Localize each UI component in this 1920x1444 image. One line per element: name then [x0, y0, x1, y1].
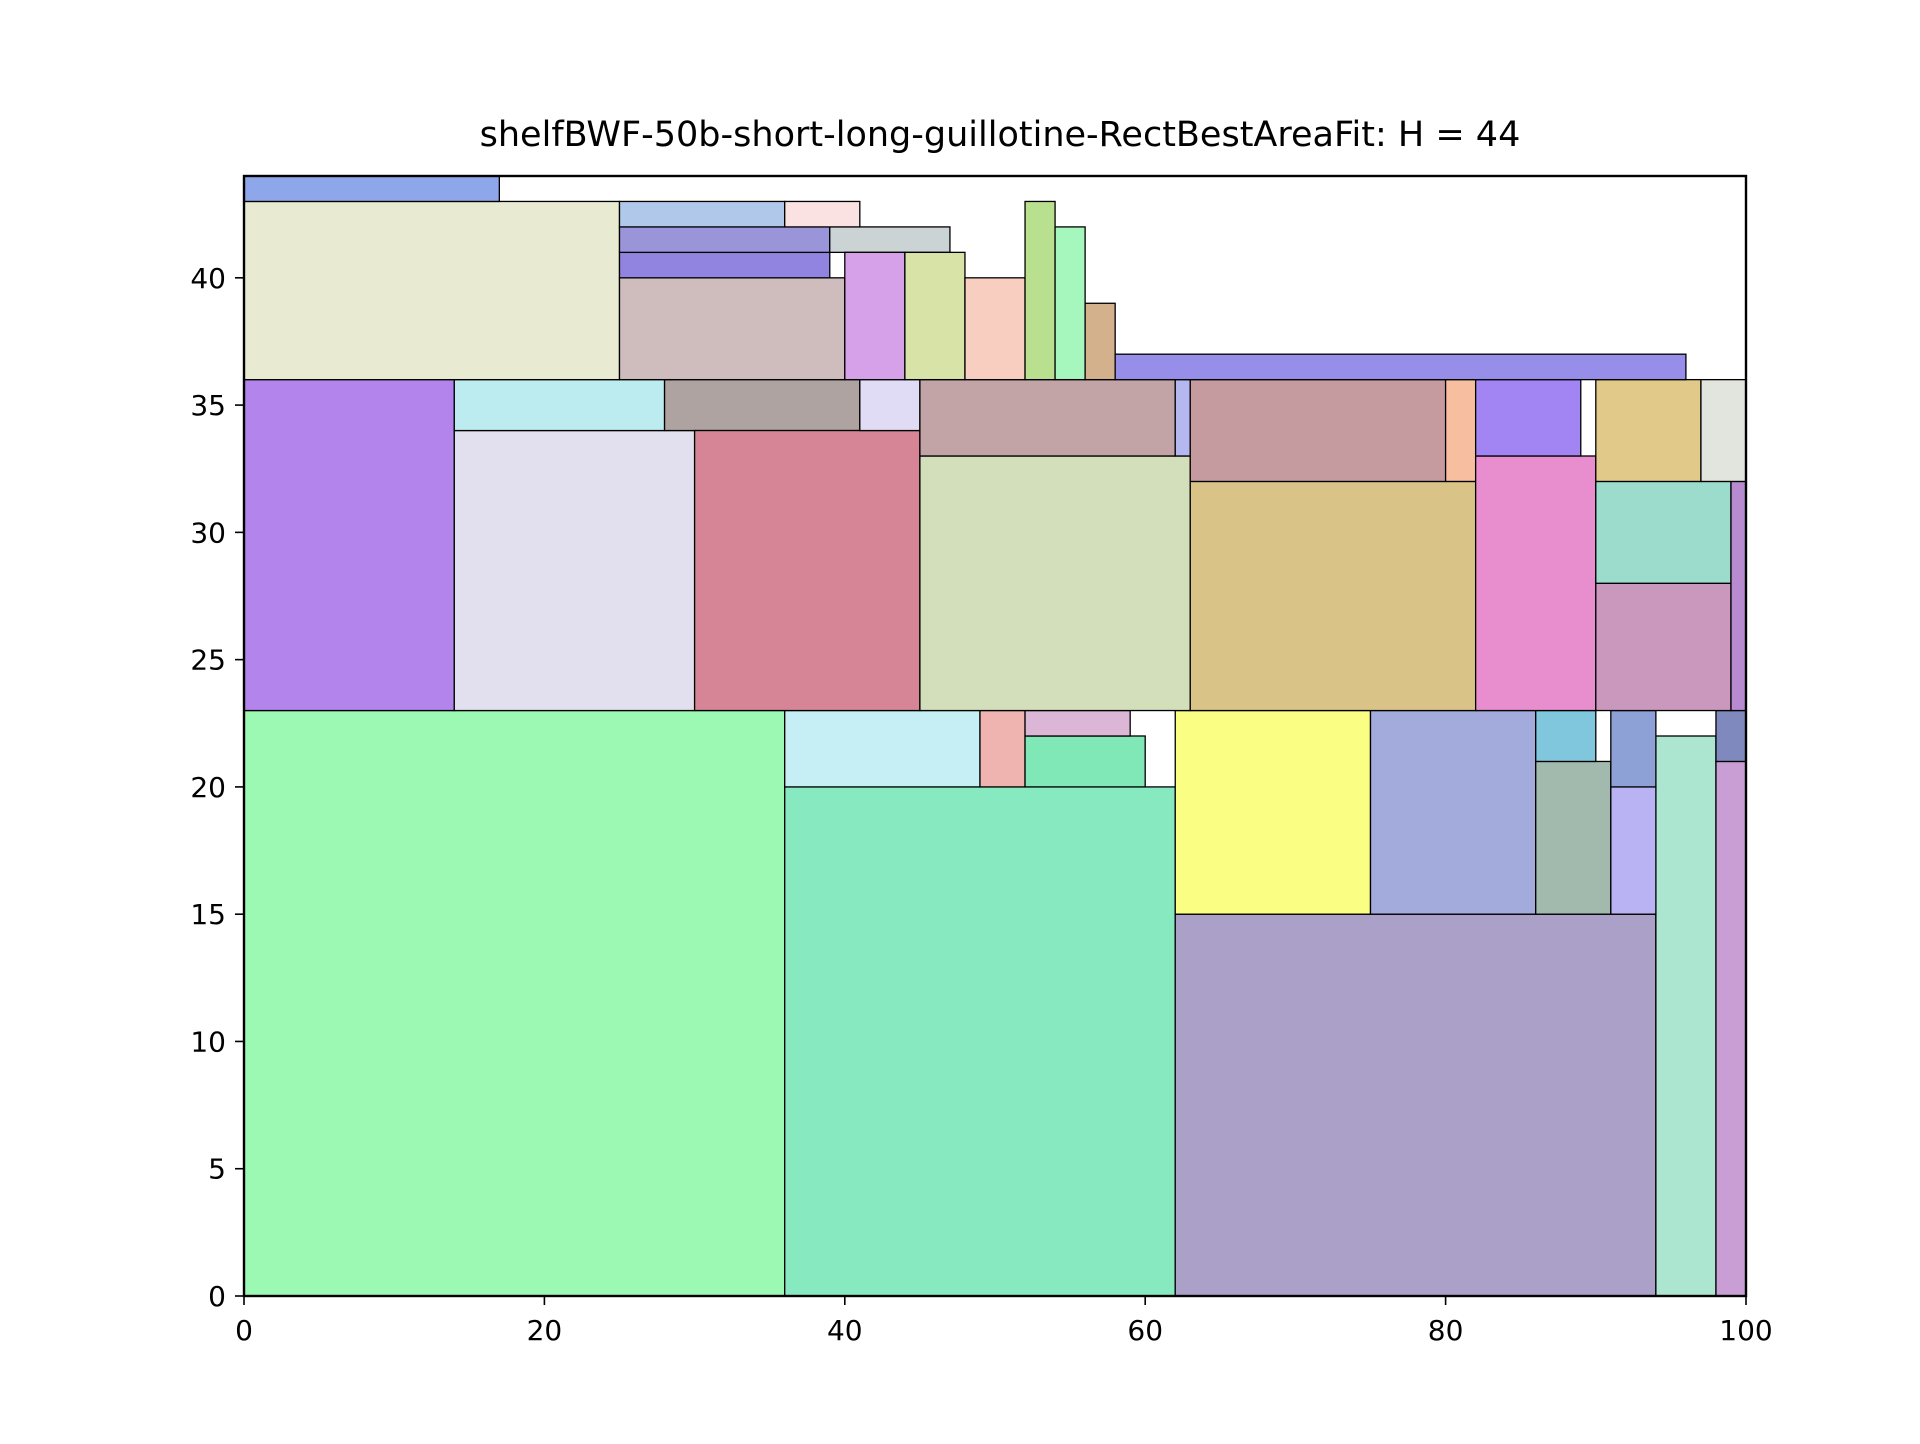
packed-rect-13 — [1535, 709, 1597, 763]
packed-rect-39 — [618, 251, 831, 279]
packed-rect-49 — [1084, 302, 1116, 381]
packed-rect-12 — [1535, 760, 1612, 915]
packed-rect-24 — [919, 378, 1176, 457]
plot-frame — [242, 174, 1748, 1298]
packed-rect-30 — [1474, 378, 1582, 457]
packed-rect-45 — [904, 251, 966, 381]
packed-rect-28 — [1444, 378, 1477, 483]
packed-rect-35 — [1700, 378, 1747, 483]
packed-rect-11 — [1369, 709, 1537, 915]
packed-rect-18 — [453, 429, 696, 712]
y-tick-label: 15 — [190, 898, 226, 931]
packed-rect-50 — [1114, 353, 1687, 381]
packed-rect-44 — [844, 251, 906, 381]
packed-rect-10 — [1174, 709, 1372, 915]
packed-rect-9 — [1024, 709, 1131, 737]
packed-rect-33 — [1730, 480, 1747, 712]
packed-rect-2 — [784, 786, 1176, 1297]
ticks-layer: 0 20 40 60 80 100 0 5 10 15 20 25 30 35 40 — [190, 262, 1772, 1347]
packed-rect-32 — [1595, 480, 1732, 584]
packed-rect-22 — [859, 378, 921, 432]
chart-title: shelfBWF-50b-short-long-guillotine-RectB… — [480, 115, 1521, 155]
packed-rect-17 — [243, 378, 455, 712]
packed-rect-1 — [243, 709, 786, 1297]
packed-rect-46 — [964, 277, 1026, 381]
x-tick-label: 100 — [1719, 1314, 1772, 1347]
x-tick-label: 60 — [1127, 1314, 1163, 1347]
packed-rect-5 — [1715, 760, 1747, 1297]
packed-rect-8 — [1024, 735, 1146, 788]
packed-rect-21 — [693, 429, 921, 712]
packed-rect-23 — [919, 455, 1191, 712]
packed-rect-3 — [1174, 913, 1657, 1297]
y-tick-label: 0 — [208, 1280, 226, 1313]
packed-rect-48 — [1054, 226, 1086, 381]
y-tick-label: 30 — [190, 516, 226, 549]
packed-rect-6 — [784, 709, 981, 788]
packed-rect-15 — [1610, 709, 1657, 788]
packed-rect-26 — [1189, 480, 1477, 712]
packed-rect-43 — [784, 200, 861, 228]
x-tick-label: 80 — [1428, 1314, 1464, 1347]
x-tick-label: 20 — [527, 1314, 563, 1347]
y-tick-label: 5 — [208, 1153, 226, 1186]
packed-rect-37 — [243, 175, 500, 203]
packed-rect-40 — [618, 226, 831, 254]
x-tick-label: 0 — [235, 1314, 253, 1347]
packed-rect-38 — [618, 277, 846, 381]
packed-rect-16 — [1715, 709, 1747, 763]
y-tick-label: 25 — [190, 644, 226, 677]
packed-rect-36 — [243, 200, 621, 381]
packed-rect-47 — [1024, 200, 1056, 381]
y-tick-label: 35 — [190, 389, 226, 422]
packed-rect-42 — [618, 200, 786, 228]
packed-rect-14 — [1610, 786, 1657, 915]
y-tick-label: 40 — [190, 262, 226, 295]
packed-rect-27 — [1189, 378, 1447, 483]
packed-rect-31 — [1595, 582, 1732, 712]
x-tick-label: 40 — [827, 1314, 863, 1347]
packed-rect-34 — [1595, 378, 1702, 483]
packed-rect-19 — [453, 378, 666, 432]
y-tick-label: 20 — [190, 771, 226, 804]
packed-rect-41 — [829, 226, 951, 254]
rects-layer — [243, 175, 1747, 1297]
y-tick-label: 10 — [190, 1025, 226, 1058]
packed-rect-20 — [663, 378, 861, 432]
packed-rect-4 — [1655, 735, 1717, 1297]
packed-rect-29 — [1474, 455, 1597, 712]
packed-rect-25 — [1174, 378, 1191, 457]
packed-rect-7 — [979, 709, 1026, 788]
